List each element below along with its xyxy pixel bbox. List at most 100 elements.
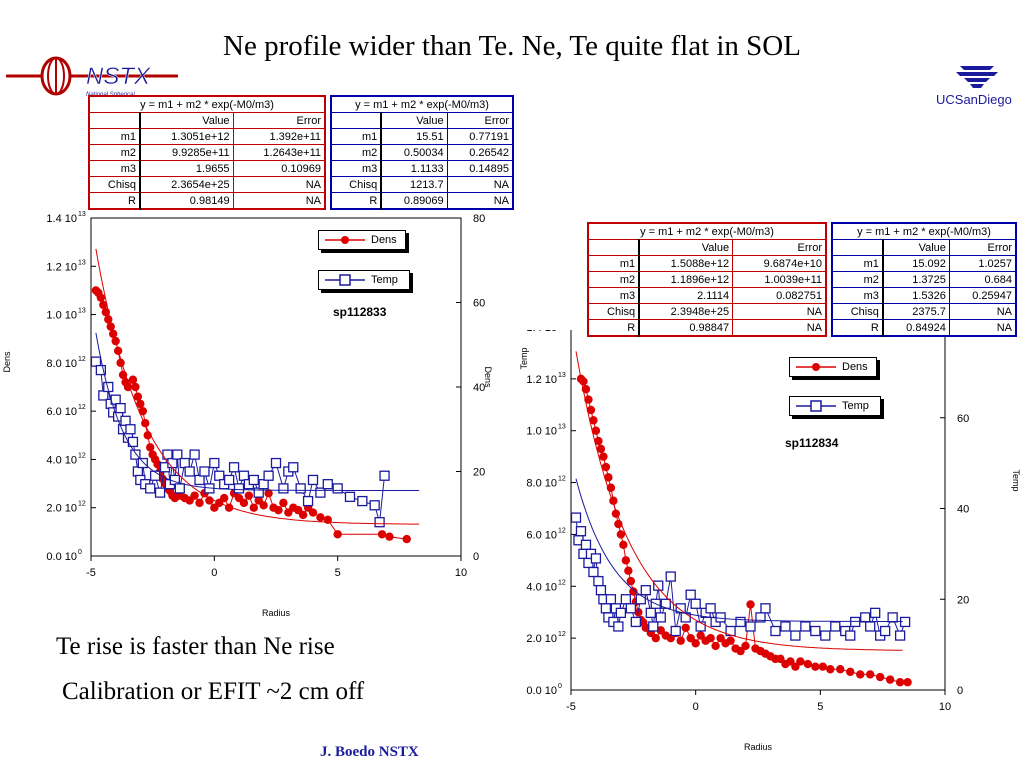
dens-point [676,636,685,645]
dens-point [594,436,603,446]
temp-point [645,607,656,619]
y-left-tick-label: 6.0 10 [526,529,557,541]
temp-point [315,487,326,498]
fit-row: m2 1.1896e+12 1.0039e+11 [588,271,827,288]
dens-point [711,641,720,651]
y-left-tick-exponent: 12 [78,452,86,459]
dens-point [866,670,875,679]
y-left-tick-label: 8.0 10 [526,478,557,490]
fit-row: Chisq 1213.7 NA [331,176,514,193]
fit-error: Error [233,112,326,129]
fit-param-name: Chisq [588,303,641,320]
temp-point [248,474,259,486]
temp-point [91,356,102,367]
fit-value: Value [882,239,950,256]
legend-temp-sp112834: Temp [789,396,881,416]
fit-error: 0.77191 [447,128,514,145]
x-tick-label: 5 [335,567,341,579]
temp-point [307,474,319,486]
fit-error: 1.0257 [949,255,1017,272]
fit-value: 1.1896e+12 [639,271,734,288]
legend-temp-label: Temp [371,274,398,286]
fit-value: 1.5326 [882,287,950,304]
series-line-dens [580,378,908,683]
legend-dens-label: Dens [842,361,868,373]
fit-header-row: Value Error [588,239,827,256]
y-left-tick-exponent: 12 [78,356,86,363]
y-left-tick-exponent: 12 [558,527,566,534]
legend-temp-sp112833: Temp [318,270,410,290]
plot-area [571,351,912,687]
x-tick-label: 10 [455,567,467,579]
dens-point [681,623,690,632]
fit-value: 0.50034 [381,144,448,161]
y-left-tick-label: 1.0 10 [46,310,77,322]
temp-point [695,621,706,632]
fit-equation: y = m1 + m2 * exp(-M0/m3) [588,223,827,240]
fit-param-name: m1 [331,128,383,145]
dens-point [279,498,288,508]
dens-point [589,416,598,425]
temp-point [820,630,831,641]
y-left-tick-label: 6.0 10 [46,406,77,418]
legend-temp-label: Temp [842,400,869,412]
dens-point [106,322,115,331]
fit-param-name: m3 [331,160,383,177]
fit-header-row: Value Error [832,239,1017,256]
x-tick-label: 0 [211,567,217,579]
legend-temp-marker-icon [325,274,365,286]
temp-point [580,539,592,550]
fit-error: 0.082751 [732,287,827,304]
temp-point [270,457,282,469]
temp-point [760,603,771,614]
dens-point [641,623,650,632]
fit-value: Value [140,112,234,129]
temp-point [189,449,200,460]
fit-param-name: R [588,319,641,337]
y-left-tick-label: 1.0 10 [526,426,557,438]
temp-point [635,594,646,605]
temp-point [790,630,801,641]
temp-point [735,616,746,628]
y-right-tick-label: 60 [473,298,485,310]
dens-point [903,678,912,687]
fit-param-name: m1 [588,255,641,272]
fit-row: m3 1.5326 0.25947 [832,287,1017,304]
dens-point [875,672,885,682]
temp-point [870,607,881,619]
fit-curve-dens [95,248,420,525]
temp-point [132,466,144,477]
note-line-1: Te rise is faster than Ne rise [56,633,335,660]
legend-dens-marker-icon [325,236,365,244]
dens-point [586,405,596,415]
temp-point [322,479,333,490]
temp-point [590,553,602,564]
temp-point [665,571,676,582]
fit-value: 1.1133 [381,160,448,177]
y-left-tick-exponent: 12 [78,404,86,411]
temp-point [194,474,205,486]
fit-error: NA [732,303,827,320]
temp-point [169,474,181,486]
y-left-axis-label: Dens [2,351,12,373]
fit-error: NA [732,319,827,337]
y-left-tick-exponent: 13 [78,259,86,266]
fit-row: m2 1.3725 0.684 [832,271,1017,288]
fit-row: Chisq 2375.7 NA [832,303,1017,320]
fit-row: R 0.98847 NA [588,319,827,337]
nstx-logo-graphic: NSTX National Spherical [6,56,178,98]
fit-row: R 0.84924 NA [832,319,1017,337]
y-right-tick-label: 0 [473,551,479,563]
y-left-tick-label: 2.0 10 [46,503,77,515]
dens-point [308,508,318,517]
temp-point [238,470,250,481]
ucsd-logo-graphic: UCSanDiego [936,66,1012,107]
fit-param-name: m2 [89,144,141,161]
temp-point [174,483,185,494]
x-tick-label: -5 [566,701,576,713]
temp-point [894,630,906,641]
y-right-tick-label: 40 [473,382,485,394]
fit-row: m3 1.9655 0.10969 [89,160,326,177]
fit-param-name: m1 [832,255,884,272]
